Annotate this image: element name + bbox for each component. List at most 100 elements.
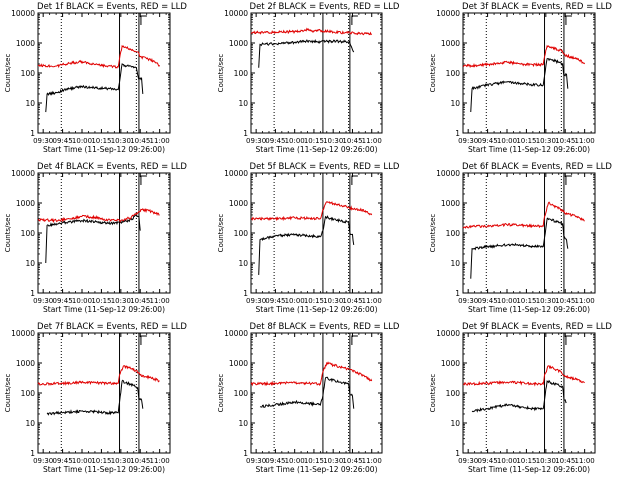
x-tick-label: 10:45 — [342, 457, 362, 465]
y-tick-label: 1000 — [229, 39, 248, 48]
panel-3: Det 3f BLACK = Events, RED = LLD 1 10 100 10… — [429, 2, 612, 154]
x-tick-label: 11:00 — [575, 137, 595, 145]
x-tick-label: 10:30 — [111, 137, 131, 145]
plot-frame — [37, 172, 171, 294]
y-tick-label: 1 — [30, 449, 35, 458]
x-tick-label: 11:00 — [150, 457, 170, 465]
x-tick-label: 10:45 — [555, 137, 575, 145]
x-axis-label: Start Time (11-Sep-12 09:26:00) — [468, 305, 590, 314]
plot-title: Det 5f BLACK = Events, RED = LLD — [250, 162, 400, 172]
plot-title: Det 3f BLACK = Events, RED = LLD — [462, 2, 612, 12]
series-line-events — [46, 379, 144, 416]
plot-title: Det 1f BLACK = Events, RED = LLD — [37, 2, 187, 12]
y-tick-label: 1000 — [16, 39, 35, 48]
y-tick-label: 10000 — [224, 169, 248, 178]
x-tick-label: 10:00 — [497, 137, 517, 145]
x-tick-label: 09:30 — [458, 137, 478, 145]
y-tick-label: 10 — [25, 99, 35, 108]
x-axis-label: Start Time (11-Sep-12 09:26:00) — [468, 465, 590, 474]
y-tick-label: 1000 — [229, 199, 248, 208]
x-tick-label: 10:45 — [342, 137, 362, 145]
x-tick-label: 11:00 — [362, 137, 382, 145]
x-tick-label: 10:45 — [130, 457, 150, 465]
x-axis-label: Start Time (11-Sep-12 09:26:00) — [43, 465, 165, 474]
series-line-events — [471, 379, 567, 413]
x-tick-label: 09:45 — [52, 457, 72, 465]
y-tick-label: 100 — [446, 69, 461, 78]
y-tick-label: 10000 — [11, 329, 35, 338]
y-tick-label: 10 — [450, 419, 460, 428]
series-line-events — [258, 215, 355, 275]
panel-7: Det 7f BLACK = Events, RED = LLD 1 10 100 10… — [4, 322, 187, 474]
interval-bracket — [351, 335, 358, 345]
x-tick-label: 09:30 — [33, 297, 53, 305]
interval-bracket — [351, 175, 358, 185]
x-tick-label: 10:45 — [555, 297, 575, 305]
x-tick-label: 09:30 — [458, 457, 478, 465]
y-tick-label: 100 — [21, 69, 36, 78]
y-tick-label: 10000 — [224, 9, 248, 18]
y-tick-label: 1 — [243, 129, 248, 138]
x-tick-label: 10:00 — [497, 457, 517, 465]
y-axis-label: Counts/sec — [217, 374, 225, 413]
x-tick-label: 10:00 — [497, 297, 517, 305]
y-tick-label: 10 — [25, 419, 35, 428]
series-line-lld — [462, 44, 586, 69]
y-tick-label: 1 — [455, 289, 460, 298]
x-axis-label: Start Time (11-Sep-12 09:26:00) — [256, 305, 378, 314]
x-tick-label: 11:00 — [362, 457, 382, 465]
x-tick-label: 10:30 — [111, 297, 131, 305]
y-tick-label: 100 — [234, 69, 249, 78]
series-line-lld — [37, 44, 161, 69]
y-tick-label: 100 — [21, 229, 36, 238]
x-tick-label: 10:15 — [516, 137, 536, 145]
y-tick-label: 1000 — [441, 199, 460, 208]
x-tick-label: 09:45 — [52, 297, 72, 305]
y-tick-label: 1 — [243, 449, 248, 458]
x-tick-label: 09:45 — [477, 457, 497, 465]
y-tick-label: 10000 — [436, 329, 460, 338]
series-line-lld — [250, 201, 373, 222]
y-tick-label: 100 — [234, 229, 249, 238]
x-axis-label: Start Time (11-Sep-12 09:26:00) — [256, 145, 378, 154]
x-tick-label: 11:00 — [575, 297, 595, 305]
x-tick-label: 10:45 — [555, 457, 575, 465]
x-tick-label: 10:30 — [111, 457, 131, 465]
panel-1: Det 1f BLACK = Events, RED = LLD 1 10 100 10… — [4, 2, 187, 154]
interval-bracket — [565, 175, 572, 185]
y-tick-label: 10000 — [11, 9, 35, 18]
series-line-lld — [37, 207, 160, 224]
y-tick-label: 10 — [450, 99, 460, 108]
y-axis-label: Counts/sec — [217, 54, 225, 93]
y-axis-label: Counts/sec — [429, 54, 437, 93]
series-line-lld — [462, 201, 585, 229]
x-axis-label: Start Time (11-Sep-12 09:26:00) — [468, 145, 590, 154]
y-tick-label: 10 — [25, 259, 35, 268]
series-line-events — [470, 217, 569, 279]
y-tick-label: 100 — [234, 389, 249, 398]
x-tick-label: 09:30 — [33, 457, 53, 465]
y-tick-label: 100 — [21, 389, 36, 398]
series-line-events — [45, 63, 144, 113]
panel-4: Det 4f BLACK = Events, RED = LLD 1 10 100 10… — [4, 162, 187, 314]
interval-bracket — [351, 15, 358, 25]
y-tick-label: 10000 — [224, 329, 248, 338]
y-axis-label: Counts/sec — [217, 214, 225, 253]
interval-bracket — [140, 175, 147, 185]
x-tick-label: 09:45 — [477, 137, 497, 145]
x-tick-label: 10:15 — [516, 297, 536, 305]
interval-bracket — [565, 335, 572, 345]
plot-title: Det 2f BLACK = Events, RED = LLD — [250, 2, 400, 12]
y-tick-label: 1 — [455, 129, 460, 138]
plot-frame — [37, 332, 171, 454]
plot-title: Det 6f BLACK = Events, RED = LLD — [462, 162, 612, 172]
plot-frame — [250, 332, 383, 454]
y-tick-label: 10000 — [436, 169, 460, 178]
panel-5: Det 5f BLACK = Events, RED = LLD 1 10 100 10… — [217, 162, 400, 314]
x-tick-label: 10:15 — [91, 297, 111, 305]
plot-frame — [462, 332, 596, 454]
y-axis-label: Counts/sec — [429, 214, 437, 253]
y-tick-label: 10000 — [436, 9, 460, 18]
y-axis-label: Counts/sec — [4, 54, 12, 93]
x-tick-label: 09:30 — [246, 137, 266, 145]
